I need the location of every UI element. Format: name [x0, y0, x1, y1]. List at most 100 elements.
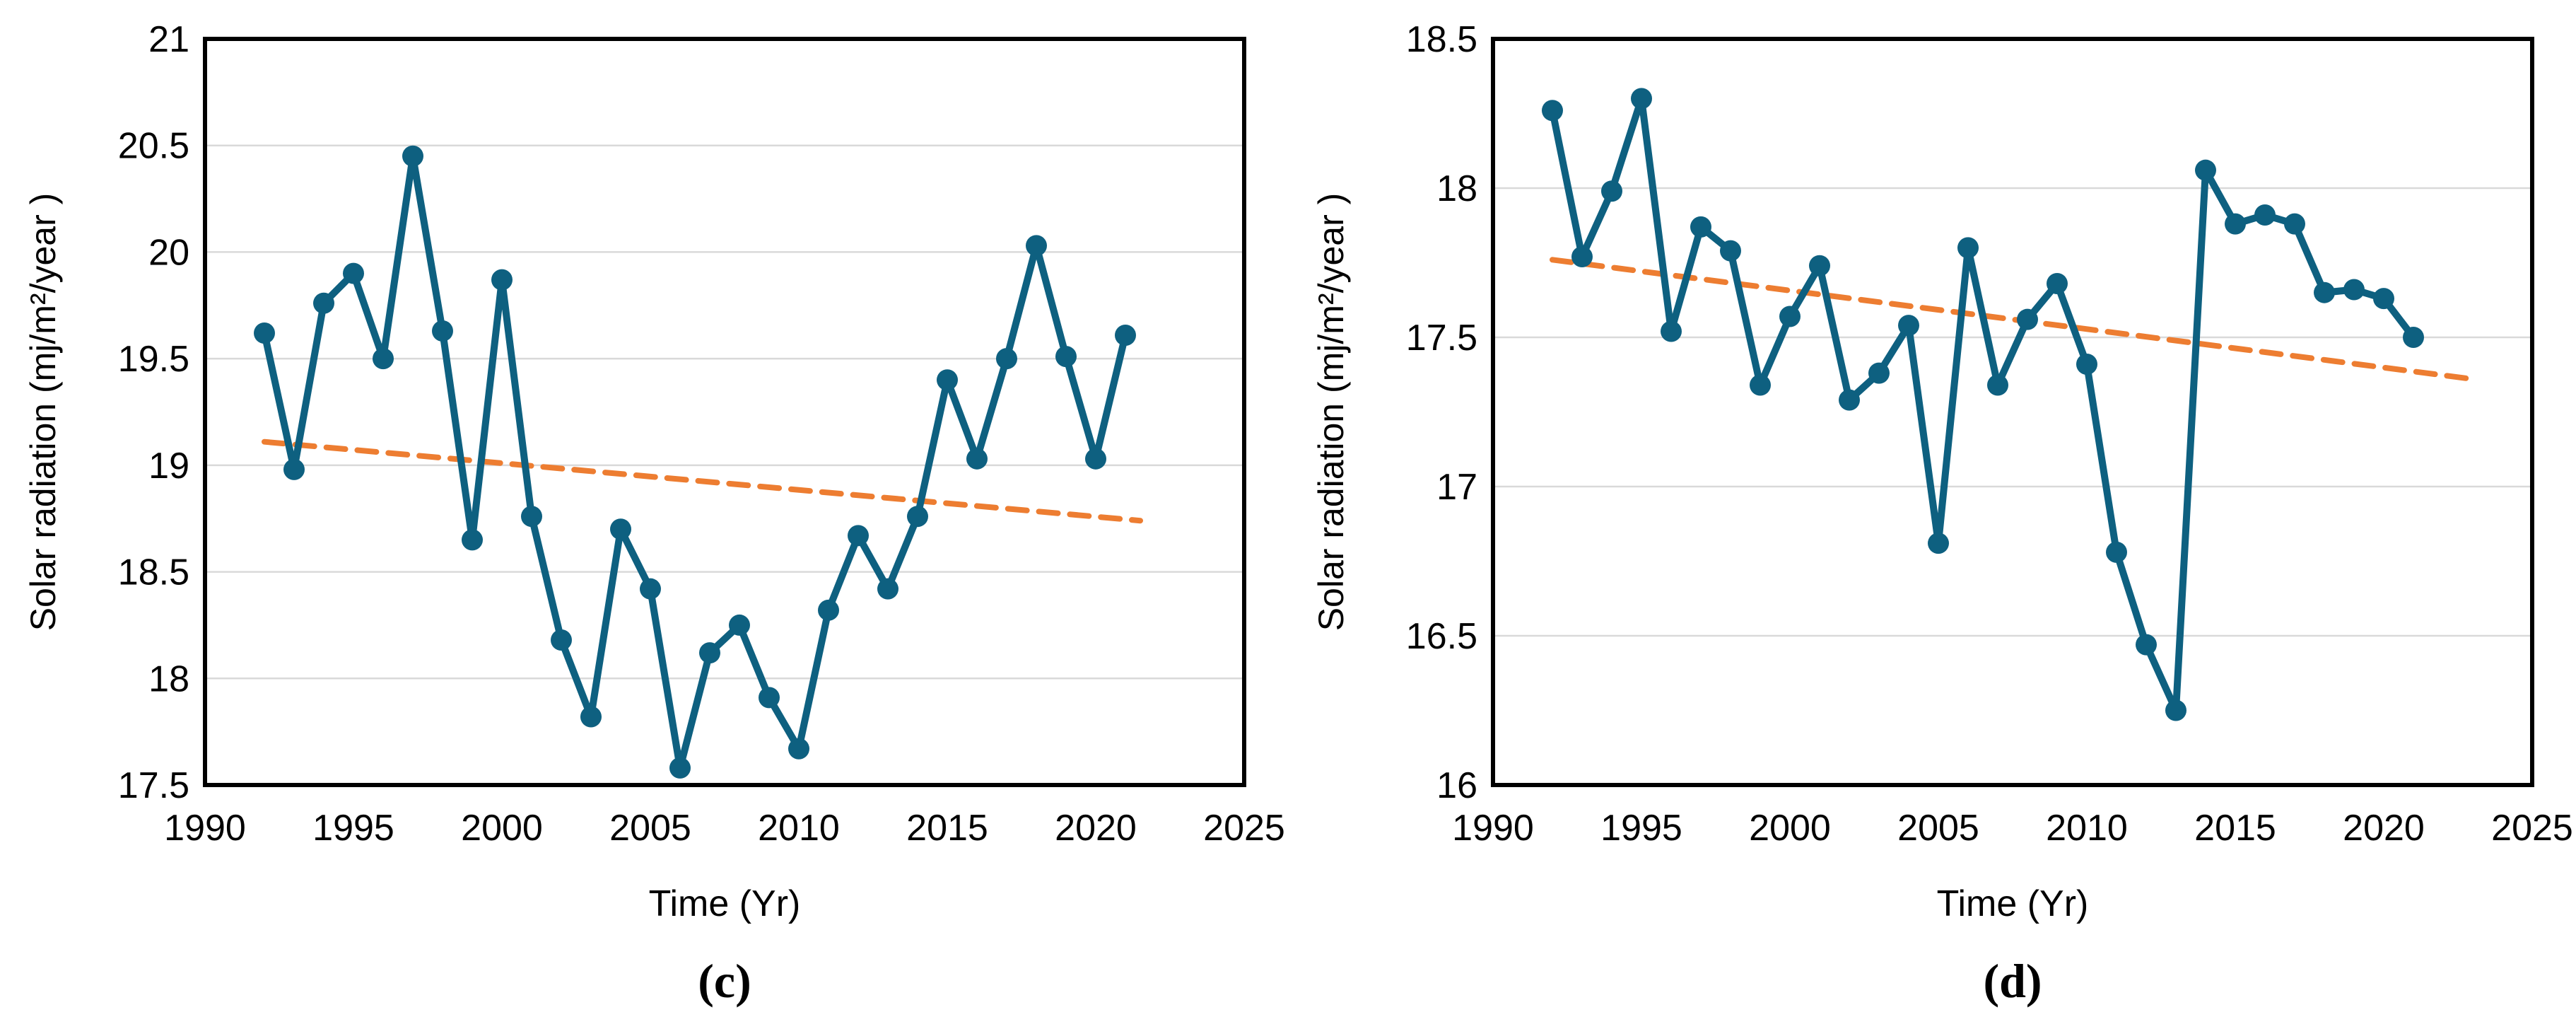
x-axis-tick-labels: 1990 1995 2000 2005 2010 2015 2020 2025 [164, 808, 1285, 849]
gridlines [1493, 37, 2532, 637]
x-tick-label: 2010 [2046, 808, 2128, 849]
y-tick-label: 18 [1436, 168, 1477, 209]
trendline [262, 438, 1143, 524]
data-point [1720, 240, 1741, 262]
data-point [1898, 315, 1919, 337]
gridlines [205, 37, 1244, 680]
x-tick-label: 2005 [609, 808, 691, 849]
series-line [1549, 95, 2417, 714]
data-point [1750, 374, 1771, 396]
data-point [937, 369, 958, 391]
data-point [313, 292, 334, 314]
data-point [491, 269, 513, 291]
y-tick-label: 16 [1436, 765, 1477, 806]
data-point [966, 448, 988, 470]
data-point [2373, 288, 2394, 310]
plot-border [203, 37, 1246, 787]
data-point [1957, 237, 1979, 259]
data-point [699, 642, 720, 664]
data-point [2343, 279, 2365, 301]
x-axis-tick-labels: 1990 1995 2000 2005 2010 2015 2020 2025 [1452, 808, 2573, 849]
y-tick-label: 18.5 [1406, 19, 1477, 60]
data-point [1690, 216, 1711, 238]
data-point [2047, 273, 2068, 295]
data-point [2017, 308, 2038, 330]
data-point [1026, 235, 1047, 257]
data-point [551, 629, 572, 651]
y-axis-title: Solar radiation (mj/m²/year ) [1311, 193, 1351, 632]
chart-c-svg: 17.5 18 18.5 19 19.5 20 20.5 21 1990 1995 2000 2005… [23, 19, 1285, 1008]
x-tick-label: 2025 [2491, 808, 2573, 849]
chart-d-svg: 16 16.5 17 17.5 18 18.5 1990 1995 2000 2005 2010 20… [1311, 19, 2573, 1008]
y-tick-label: 16.5 [1406, 616, 1477, 657]
chart-panel-d: 16 16.5 17 17.5 18 18.5 1990 1995 2000 2005 2010 20… [1288, 0, 2576, 1029]
y-axis-tick-labels: 16 16.5 17 17.5 18 18.5 [1406, 19, 1477, 806]
data-point [2284, 213, 2305, 235]
data-point [343, 262, 364, 284]
data-point [907, 506, 928, 528]
x-tick-label: 2015 [2194, 808, 2276, 849]
y-tick-label: 18.5 [118, 552, 189, 593]
data-point [1987, 374, 2008, 396]
y-axis-tick-labels: 17.5 18 18.5 19 19.5 20 20.5 21 [118, 19, 189, 806]
y-tick-label: 19 [148, 446, 189, 487]
x-axis-title: Time (Yr) [649, 883, 801, 924]
data-point [1055, 346, 1077, 368]
x-tick-label: 1995 [1600, 808, 1682, 849]
x-tick-label: 2010 [758, 808, 840, 849]
x-tick-label: 2020 [1055, 808, 1137, 849]
y-tick-label: 17.5 [118, 765, 189, 806]
data-point [759, 687, 780, 709]
data-point [283, 458, 305, 480]
x-tick-label: 2025 [1203, 808, 1285, 849]
panel-caption: (d) [1983, 954, 2042, 1008]
data-point [2106, 541, 2127, 563]
data-point [402, 145, 423, 167]
trendline [1550, 257, 2476, 383]
data-point [877, 578, 898, 600]
x-axis-title: Time (Yr) [1937, 883, 2089, 924]
data-point [254, 322, 275, 344]
data-point [1779, 306, 1801, 327]
x-tick-label: 1990 [1452, 808, 1534, 849]
data-point [2195, 159, 2216, 181]
y-tick-label: 17.5 [1406, 318, 1477, 359]
series-markers [1542, 88, 2424, 721]
data-point [1571, 246, 1593, 268]
data-point [2076, 353, 2097, 375]
y-axis-title: Solar radiation (mj/m²/year ) [23, 193, 63, 632]
x-tick-label: 2015 [906, 808, 988, 849]
x-tick-label: 2005 [1897, 808, 1979, 849]
data-point [669, 757, 691, 779]
plot-border [1491, 37, 2534, 787]
data-point [2314, 281, 2335, 303]
data-point [1601, 180, 1622, 202]
data-point [1661, 320, 1682, 342]
data-point [1631, 88, 1652, 110]
data-point [818, 599, 839, 621]
data-point [788, 738, 809, 760]
y-tick-label: 20 [148, 232, 189, 273]
y-tick-label: 17 [1436, 467, 1477, 508]
data-point [2136, 634, 2157, 656]
y-tick-label: 19.5 [118, 339, 189, 380]
data-point [2165, 699, 2186, 721]
data-point [521, 506, 542, 528]
data-point [432, 320, 453, 342]
data-point [1115, 324, 1136, 346]
series-line [261, 152, 1129, 772]
data-point [1809, 255, 1830, 277]
data-point [2403, 327, 2424, 348]
data-point [1868, 362, 1890, 384]
data-point [729, 614, 750, 636]
x-tick-label: 1995 [312, 808, 394, 849]
data-point [1839, 389, 1860, 411]
data-point [1928, 533, 1949, 554]
data-point [848, 525, 869, 547]
x-tick-label: 1990 [164, 808, 246, 849]
y-tick-label: 21 [148, 19, 189, 60]
data-point [2225, 213, 2246, 235]
series-markers [254, 145, 1136, 779]
data-point [1542, 100, 1563, 122]
